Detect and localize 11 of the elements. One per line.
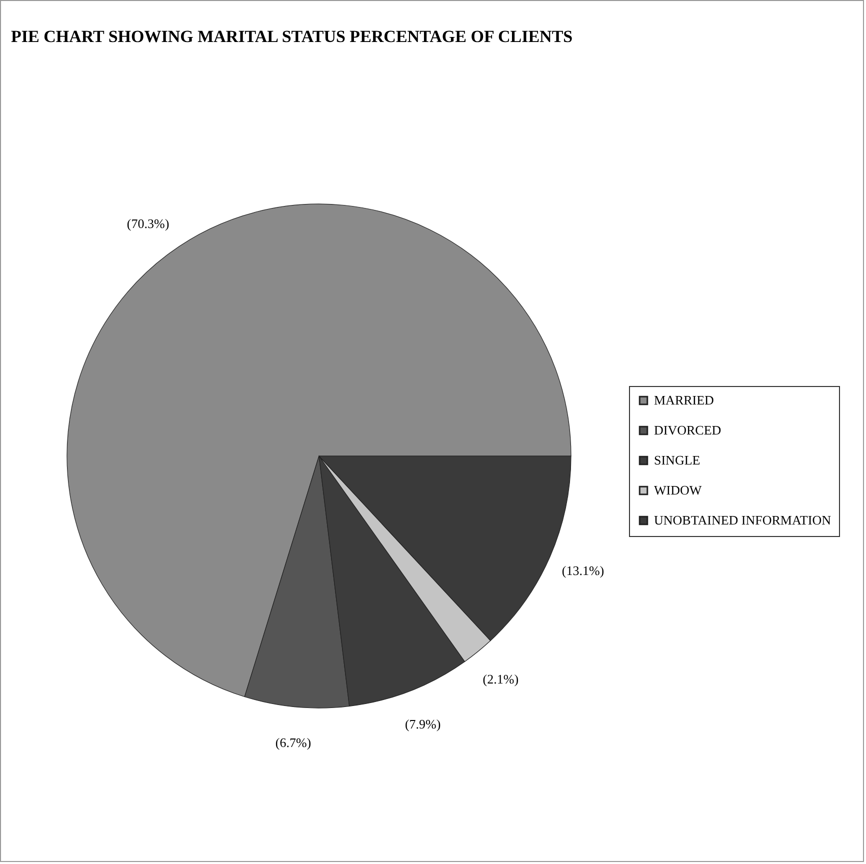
data-label: (2.1%): [482, 671, 519, 686]
data-label: (7.9%): [404, 716, 441, 732]
legend-label: WIDOW: [654, 482, 702, 498]
data-label: (6.7%): [275, 734, 312, 750]
legend-label: SINGLE: [654, 452, 700, 468]
legend-label: DIVORCED: [654, 422, 722, 438]
data-label: (13.1%): [562, 563, 604, 578]
chart-title: PIE CHART SHOWING MARITAL STATUS PERCENTAGE OF CLIENTS: [11, 27, 573, 46]
legend-label: UNOBTAINED INFORMATION: [654, 512, 832, 528]
legend-label: MARRIED: [654, 392, 714, 408]
data-label: (70.3%): [126, 216, 170, 232]
